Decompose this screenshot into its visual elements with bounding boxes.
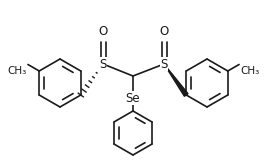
Text: S: S	[160, 57, 168, 71]
Text: S: S	[99, 57, 107, 71]
Text: CH₃: CH₃	[240, 67, 259, 76]
Text: CH₃: CH₃	[8, 67, 27, 76]
Polygon shape	[164, 64, 188, 96]
Text: Se: Se	[126, 92, 140, 104]
Text: O: O	[159, 25, 169, 38]
Text: O: O	[98, 25, 108, 38]
